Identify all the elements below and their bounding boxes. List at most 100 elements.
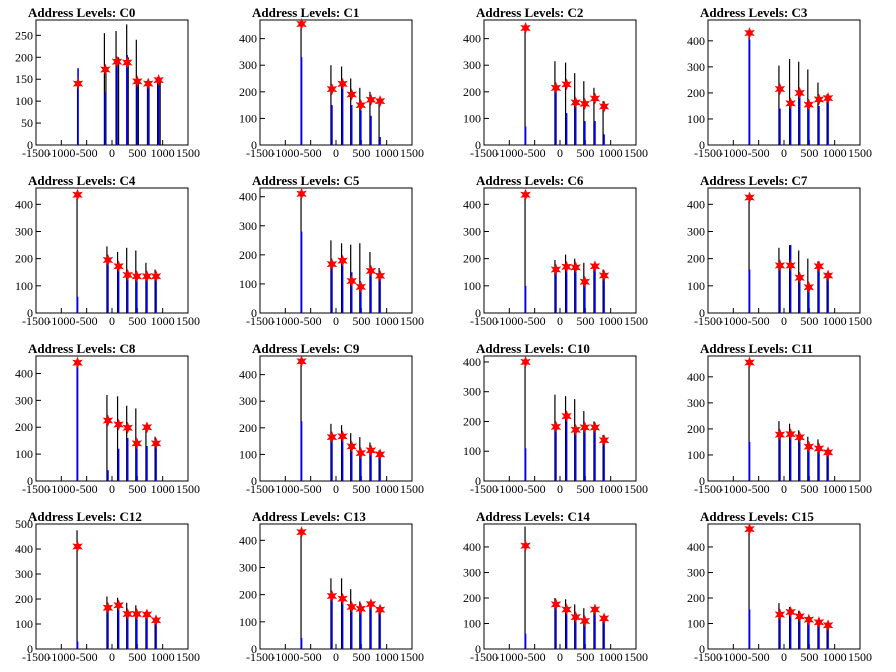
peak-marker (570, 96, 581, 109)
histogram-panel: 0 100 200 300 400 -1500 -1000 -500 0 500 1000 1500 A… (672, 0, 896, 168)
x-tick-label: 1000 (151, 482, 175, 496)
y-tick-label: 500 (15, 517, 33, 531)
y-tick-label: 0 (699, 138, 705, 152)
x-tick-label: -500 (524, 146, 546, 160)
peak-marker (346, 600, 357, 613)
x-tick-label: -1500 (470, 650, 498, 664)
y-tick-label: 300 (239, 219, 257, 233)
peak-marker (326, 431, 338, 444)
y-tick-label: 200 (687, 86, 705, 100)
x-tick-label: 500 (128, 314, 146, 328)
peak-marker (598, 100, 610, 113)
peak-marker (550, 420, 562, 433)
x-tick-label: 500 (352, 650, 370, 664)
x-tick-label: -500 (748, 146, 770, 160)
plot-frame (707, 523, 861, 650)
peak-marker (822, 92, 834, 105)
chart-title: Address Levels: C4 (28, 173, 136, 188)
x-tick-label: 1500 (400, 482, 424, 496)
x-tick-label: 1000 (151, 314, 175, 328)
x-tick-label: 1500 (176, 650, 200, 664)
y-tick-label: 100 (463, 111, 481, 125)
peak-marker (579, 275, 591, 288)
x-tick-label: -1500 (470, 146, 498, 160)
y-tick-label: 100 (687, 616, 705, 630)
peak-marker (365, 264, 377, 277)
y-tick-label: 50 (21, 116, 33, 130)
x-tick-label: 1500 (848, 314, 872, 328)
peak-marker (326, 258, 338, 271)
x-tick-label: -1000 (47, 314, 75, 328)
plot-frame (259, 19, 413, 146)
y-tick-label: 400 (15, 542, 33, 556)
x-tick-label: -1000 (271, 650, 299, 664)
x-tick-label: 0 (557, 314, 563, 328)
x-tick-label: 1000 (375, 146, 399, 160)
histogram-panel: 0 100 200 300 400 -1500 -1000 -500 0 500 1000 1500 A… (672, 336, 896, 504)
x-tick-label: 1000 (599, 314, 623, 328)
histogram-plot: 0 100 200 300 400 -1500-1000 -500 0 500 1000 1500 (687, 355, 872, 496)
y-tick-label: 0 (475, 474, 481, 488)
x-tick-label: 1000 (151, 650, 175, 664)
peak-marker (113, 599, 124, 612)
x-tick-label: 1500 (624, 146, 648, 160)
chart-title: Address Levels: C2 (476, 5, 584, 20)
histogram-plot: 0 100 200 300 400 -1500-1000 -500 0 500 1000 1500 (463, 187, 648, 328)
peak-marker (131, 607, 143, 621)
peak-marker (520, 21, 531, 35)
x-tick-label: -500 (76, 314, 98, 328)
x-tick-label: 500 (576, 482, 594, 496)
histogram-plot: 0 100 200 300 400 -1500-1000 -500 0 500 1000 1500 (15, 355, 200, 496)
x-tick-label: -1000 (495, 146, 523, 160)
x-tick-label: 1500 (176, 314, 200, 328)
y-tick-label: 0 (27, 138, 33, 152)
peak-marker (113, 418, 124, 431)
chart-title: Address Levels: C9 (252, 341, 360, 356)
x-tick-label: 1500 (848, 650, 872, 664)
x-tick-label: 0 (333, 314, 339, 328)
y-tick-label: 0 (251, 306, 257, 320)
peak-marker (794, 271, 805, 284)
histogram-panel: 0 100 200 300 400 -1500 -1000 -500 0 500 1000 1500 A… (0, 168, 224, 336)
peak-marker (355, 602, 367, 615)
peak-marker (589, 92, 601, 105)
x-tick-label: 1500 (176, 482, 200, 496)
histogram-panel: 0 100 200 300 400 -1500 -1000 -500 0 500 1000 1500 A… (224, 336, 448, 504)
x-tick-label: -500 (76, 650, 98, 664)
x-tick-label: 500 (800, 482, 818, 496)
x-tick-label: 0 (333, 650, 339, 664)
histogram-panel: 0 100 200 300 400 -1500 -1000 -500 0 500 1000 1500 A… (672, 504, 896, 672)
y-tick-label: 400 (239, 32, 257, 46)
peak-marker (744, 191, 755, 204)
x-tick-label: 0 (333, 482, 339, 496)
x-tick-label: 1000 (823, 314, 847, 328)
x-tick-label: 1500 (624, 314, 648, 328)
y-tick-label: 400 (239, 368, 257, 382)
y-tick-label: 200 (463, 591, 481, 605)
y-tick-label: 300 (687, 396, 705, 410)
plot-frame (483, 523, 637, 650)
x-tick-label: -1500 (694, 314, 722, 328)
plot-frame (707, 355, 861, 482)
peak-marker (520, 355, 531, 368)
y-tick-label: 400 (463, 355, 481, 369)
y-tick-label: 200 (463, 414, 481, 428)
chart-title: Address Levels: C12 (28, 509, 142, 524)
peak-marker (794, 431, 805, 444)
chart-title: Address Levels: C5 (252, 173, 360, 188)
histogram-panel: 0 100 200 300 400 -1500 -1000 -500 0 500 1000 1500 A… (448, 0, 672, 168)
x-tick-label: -1000 (47, 146, 75, 160)
x-tick-label: -1500 (470, 482, 498, 496)
y-tick-label: 200 (687, 422, 705, 436)
x-tick-label: 500 (128, 482, 146, 496)
peak-marker (141, 270, 153, 283)
chart-title: Address Levels: C3 (700, 5, 808, 20)
y-tick-label: 100 (239, 277, 257, 291)
x-tick-label: 1000 (375, 482, 399, 496)
histogram-panel: 0 100 200 300 400 -1500 -1000 -500 0 500 1000 1500 A… (224, 0, 448, 168)
peak-marker (326, 589, 338, 603)
x-tick-label: 1500 (848, 146, 872, 160)
chart-title: Address Levels: C1 (252, 5, 360, 20)
x-tick-label: -500 (748, 482, 770, 496)
y-tick-label: 400 (239, 533, 257, 547)
